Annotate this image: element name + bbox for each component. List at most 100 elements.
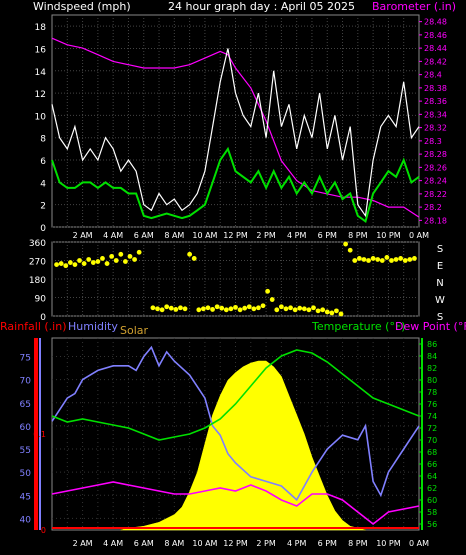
- wind-direction-point: [205, 305, 211, 311]
- temp-x-tick-label: 2 AM: [73, 539, 93, 548]
- wind-series-wind-line: [51, 146, 420, 224]
- baro-right-tick-label: 28.2: [424, 203, 442, 212]
- solar-axis-label: Solar: [120, 324, 149, 337]
- wind-direction-point: [278, 304, 284, 310]
- baro-right-tick-label: 28.22: [424, 190, 447, 199]
- compass-label: S: [437, 312, 443, 323]
- wind-direction-point: [306, 307, 312, 313]
- temp-series-dew-point-line: [51, 481, 420, 526]
- temp-tick-label: 84: [427, 352, 437, 361]
- wind-left-tick-label: 10: [35, 112, 47, 122]
- temp-tick-label: 80: [427, 376, 437, 385]
- wind-x-tick-label: 6 PM: [318, 231, 337, 240]
- wind-direction-point: [256, 305, 261, 311]
- wind-x-tick-label: 2 AM: [73, 231, 93, 240]
- wind-direction-point: [274, 307, 280, 313]
- temp-x-tick-label: 8 AM: [164, 539, 184, 548]
- graph-title: 24 hour graph day : April 05 2025: [168, 0, 355, 13]
- wind-direction-point: [375, 257, 381, 262]
- temp-tick-label: 76: [427, 400, 437, 409]
- wind-direction-point: [118, 251, 124, 257]
- baro-right-tick-label: 28.24: [424, 177, 447, 186]
- wind-direction-point: [251, 306, 257, 312]
- baro-right-tick-label: 28.18: [424, 216, 447, 225]
- dir-left-tick-label: 360: [29, 239, 46, 249]
- baro-right-tick-label: 28.3: [424, 137, 442, 146]
- wind-direction-point: [379, 258, 385, 263]
- baro-right-tick-label: 28.42: [424, 57, 447, 66]
- temp-x-tick-label: 6 PM: [318, 539, 337, 548]
- temp-axis-bar: [421, 338, 423, 530]
- wind-direction-point: [283, 306, 289, 312]
- baro-right-tick-label: 28.26: [424, 163, 447, 172]
- wind-direction-point: [260, 303, 266, 309]
- wind-direction-point: [210, 307, 215, 312]
- wind-direction-point: [95, 259, 101, 264]
- dir-left-tick-label: 180: [29, 276, 46, 286]
- wind-direction-point: [81, 261, 87, 266]
- wind-left-tick-label: 18: [35, 23, 47, 33]
- wind-direction-point: [269, 297, 275, 302]
- dewpoint-axis-label: Dew Point (°F): [395, 320, 466, 333]
- humidity-tick-label: 50: [20, 469, 32, 479]
- wind-direction-point: [265, 288, 271, 294]
- temp-x-tick-label: 0 AM: [409, 539, 429, 548]
- wind-x-tick-label: 10 AM: [192, 231, 217, 240]
- temp-tick-label: 68: [427, 448, 437, 457]
- wind-direction-point: [402, 258, 408, 263]
- baro-right-tick-label: 28.36: [424, 97, 447, 106]
- wind-direction-point: [366, 258, 371, 263]
- wind-x-tick-label: 4 AM: [103, 231, 123, 240]
- temp-tick-label: 60: [427, 496, 437, 505]
- wind-direction-point: [398, 256, 404, 261]
- wind-direction-point: [182, 306, 188, 312]
- temp-x-tick-label: 6 AM: [134, 539, 154, 548]
- wind-direction-point: [150, 305, 156, 311]
- wind-direction-point: [219, 305, 225, 311]
- temp-series-humidity-line: [51, 345, 420, 502]
- wind-x-tick-label: 6 AM: [134, 231, 154, 240]
- temp-x-tick-label: 4 AM: [103, 539, 123, 548]
- temp-tick-label: 58: [427, 508, 437, 517]
- wind-direction-point: [311, 305, 316, 311]
- wind-direction-point: [370, 256, 376, 261]
- compass-label: W: [435, 295, 445, 306]
- wind-direction-point: [393, 257, 399, 262]
- wind-direction-point: [301, 306, 307, 312]
- wind-x-tick-label: 10 PM: [376, 231, 401, 240]
- humidity-tick-label: 65: [20, 400, 31, 410]
- wind-direction-point: [361, 257, 367, 262]
- wind-direction-point: [173, 307, 179, 312]
- baro-right-tick-label: 28.46: [424, 31, 447, 40]
- wind-left-tick-label: 2: [40, 202, 46, 212]
- windspeed-axis-label: Windspeed (mph): [33, 0, 131, 13]
- dir-left-tick-label: 90: [35, 295, 47, 305]
- wind-left-tick-label: 14: [35, 68, 47, 78]
- wind-direction-point: [352, 258, 358, 263]
- dir-left-tick-label: 0: [40, 313, 46, 323]
- wind-series-barometer-line: [51, 37, 420, 218]
- temp-panel: Rainfall (.in) Humidity Solar Temperatur…: [0, 320, 466, 548]
- wind-direction-point: [334, 308, 339, 314]
- temp-tick-label: 82: [427, 364, 437, 373]
- temp-x-tick-label: 12 PM: [223, 539, 248, 548]
- wind-direction-point: [164, 304, 170, 310]
- wind-left-tick-label: 16: [35, 45, 47, 55]
- temp-tick-label: 66: [427, 460, 437, 469]
- rain-tick-label: 0.1: [33, 430, 46, 439]
- wind-x-tick-label: 0 AM: [409, 231, 429, 240]
- wind-direction-point: [242, 305, 248, 311]
- humidity-axis-label: Humidity: [68, 320, 118, 333]
- wind-direction-point: [63, 263, 69, 269]
- wind-direction-point: [136, 249, 142, 255]
- wind-direction-point: [187, 251, 193, 257]
- wind-left-tick-label: 4: [40, 179, 46, 189]
- temp-x-tick-label: 4 PM: [287, 539, 306, 548]
- wind-direction-point: [343, 241, 348, 247]
- wind-direction-point: [315, 308, 321, 314]
- temp-x-tick-label: 10 AM: [192, 539, 217, 548]
- wind-direction-point: [100, 256, 105, 261]
- temp-tick-label: 86: [427, 340, 437, 349]
